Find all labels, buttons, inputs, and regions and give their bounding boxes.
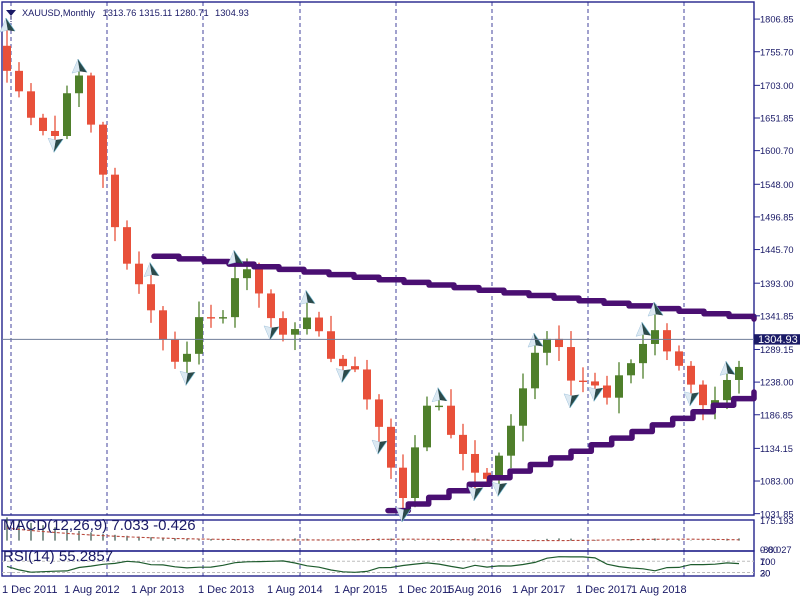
svg-text:1 Apr 2015: 1 Apr 2015 xyxy=(334,584,387,596)
svg-text:1755.70: 1755.70 xyxy=(760,47,794,57)
svg-text:1600.70: 1600.70 xyxy=(760,146,794,156)
svg-text:1134.15: 1134.15 xyxy=(760,444,793,454)
svg-text:1548.00: 1548.00 xyxy=(760,180,794,190)
svg-text:MACD(12,26,9) 7.033 -0.426: MACD(12,26,9) 7.033 -0.426 xyxy=(3,517,196,534)
svg-text:1341.85: 1341.85 xyxy=(760,311,794,321)
svg-text:175.193: 175.193 xyxy=(760,516,794,526)
svg-text:1186.85: 1186.85 xyxy=(760,410,793,420)
svg-text:100: 100 xyxy=(760,557,776,567)
svg-text:1 Aug 2018: 1 Aug 2018 xyxy=(631,584,687,596)
svg-text:1703.00: 1703.00 xyxy=(760,81,794,91)
svg-text:1304.93: 1304.93 xyxy=(215,7,249,18)
svg-text:1 Apr 2017: 1 Apr 2017 xyxy=(512,584,565,596)
svg-text:1289.15: 1289.15 xyxy=(760,345,794,355)
svg-text:1238.00: 1238.00 xyxy=(760,378,794,388)
svg-text:1083.00: 1083.00 xyxy=(760,477,794,487)
svg-text:1445.70: 1445.70 xyxy=(760,245,794,255)
svg-text:1 Aug 2014: 1 Aug 2014 xyxy=(267,584,323,596)
svg-text:1496.85: 1496.85 xyxy=(760,213,794,223)
svg-text:1304.93: 1304.93 xyxy=(758,334,798,346)
svg-text:XAUUSD,Monthly: XAUUSD,Monthly xyxy=(22,8,95,18)
svg-text:1 Apr 2013: 1 Apr 2013 xyxy=(131,584,184,596)
svg-text:1651.85: 1651.85 xyxy=(760,114,794,124)
svg-text:RSI(14) 55.2857: RSI(14) 55.2857 xyxy=(3,548,113,565)
svg-text:1 Dec 2013: 1 Dec 2013 xyxy=(198,584,254,596)
svg-text:1 Dec 2017: 1 Dec 2017 xyxy=(576,584,632,596)
svg-text:1 Aug 2012: 1 Aug 2012 xyxy=(64,584,120,596)
svg-text:1806.85: 1806.85 xyxy=(760,15,794,25)
svg-text:1313.76 1315.11 1280.71: 1313.76 1315.11 1280.71 xyxy=(103,7,209,18)
svg-text:1 Aug 2016: 1 Aug 2016 xyxy=(446,584,502,596)
svg-text:-88.027: -88.027 xyxy=(760,545,792,555)
svg-text:1393.00: 1393.00 xyxy=(760,279,794,289)
svg-text:20: 20 xyxy=(760,569,770,579)
svg-text:1 Dec 2011: 1 Dec 2011 xyxy=(2,584,57,596)
